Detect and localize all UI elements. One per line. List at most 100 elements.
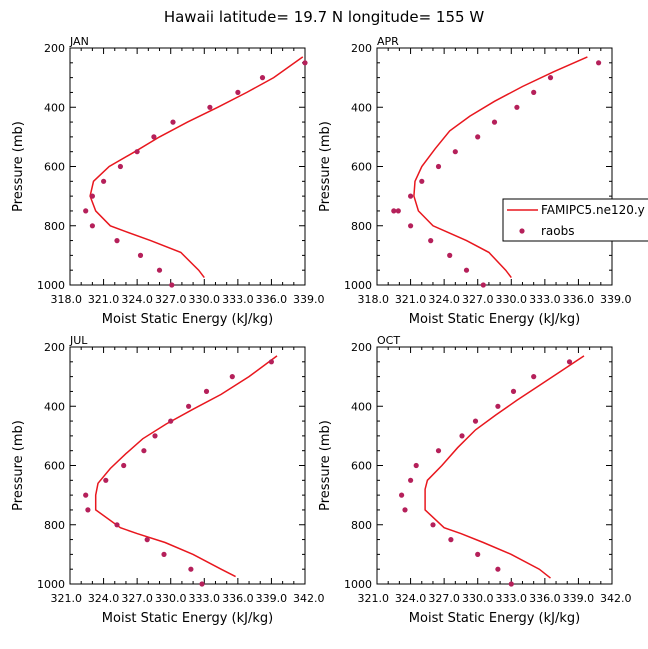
raobs-point — [435, 448, 442, 454]
raobs-point — [259, 75, 266, 81]
raobs-point — [203, 388, 210, 394]
x-tick-label: 318.0 — [358, 293, 390, 306]
plot-frame — [69, 47, 306, 286]
x-tick-label: 321.0 — [51, 592, 83, 605]
x-tick-label: 333.0 — [496, 592, 528, 605]
x-tick-label: 324.0 — [121, 293, 153, 306]
legend: FAMIPC5.ne120.y raobs — [502, 198, 648, 242]
x-tick-label: 336.0 — [563, 293, 595, 306]
raobs-point — [89, 223, 95, 229]
y-axis-label: Pressure (mb) — [318, 420, 333, 511]
x-tick-label: 324.0 — [428, 293, 460, 306]
plot-frame — [376, 346, 613, 585]
raobs-point — [435, 163, 442, 170]
raobs-point — [495, 566, 501, 572]
x-tick-label: 339.0 — [563, 592, 595, 605]
x-tick-label: 324.0 — [88, 592, 120, 605]
x-axis-label: Moist Static Energy (kJ/kg) — [102, 611, 273, 626]
x-tick-label: 318.0 — [51, 293, 83, 306]
raobs-point — [399, 492, 405, 498]
raobs-point — [413, 462, 419, 469]
raobs-point — [168, 418, 174, 424]
panel-label: OCT — [377, 334, 400, 347]
y-tick-label: 1000 — [37, 578, 65, 591]
raobs-point — [475, 134, 481, 140]
x-tick-label: 339.0 — [600, 293, 632, 306]
legend-model-label: FAMIPC5.ne120.y — [541, 203, 645, 217]
raobs-point — [101, 178, 107, 184]
x-tick-label: 324.0 — [395, 592, 427, 605]
y-tick-label: 400 — [44, 101, 65, 114]
raobs-point — [472, 418, 479, 424]
raobs-point — [151, 134, 157, 140]
raobs-point — [508, 581, 514, 587]
y-tick-label: 400 — [351, 400, 372, 413]
y-tick-label: 200 — [44, 42, 65, 55]
x-tick-label: 321.0 — [88, 293, 120, 306]
panel-label: APR — [377, 35, 399, 48]
plot-frame — [69, 346, 306, 585]
raobs-point — [566, 359, 573, 365]
y-tick-label: 800 — [351, 220, 372, 233]
raobs-point — [491, 119, 498, 125]
plot-frame — [376, 47, 613, 286]
x-tick-label: 327.0 — [121, 592, 153, 605]
raobs-point — [235, 89, 241, 95]
raobs-point — [547, 75, 554, 81]
x-tick-label: 330.0 — [189, 293, 221, 306]
y-axis-label: Pressure (mb) — [11, 420, 26, 511]
raobs-point — [89, 193, 95, 199]
model-line — [424, 355, 585, 579]
raobs-point — [141, 448, 147, 454]
panel-label: JAN — [69, 35, 89, 48]
x-tick-label: 333.0 — [222, 293, 254, 306]
legend-box — [502, 198, 648, 242]
raobs-point — [186, 403, 192, 409]
legend-obs-label: raobs — [541, 224, 575, 238]
raobs-point — [459, 433, 465, 439]
raobs-point — [480, 282, 486, 288]
x-tick-label: 336.0 — [529, 592, 561, 605]
y-tick-label: 200 — [44, 341, 65, 354]
raobs-point — [121, 462, 127, 469]
raobs-point — [188, 566, 194, 572]
raobs-point — [531, 374, 537, 380]
chart-title: Hawaii latitude= 19.7 N longitude= 155 W — [164, 8, 484, 26]
raobs-point — [83, 492, 89, 498]
raobs-point — [391, 208, 397, 214]
x-tick-label: 339.0 — [293, 293, 325, 306]
raobs-point — [395, 208, 401, 214]
x-tick-label: 327.0 — [155, 293, 187, 306]
raobs-point — [103, 477, 109, 483]
raobs-point — [114, 522, 120, 528]
y-tick-label: 200 — [351, 42, 372, 55]
raobs-point — [475, 551, 481, 558]
raobs-point — [448, 537, 454, 543]
x-tick-label: 333.0 — [189, 592, 221, 605]
x-tick-label: 321.0 — [358, 592, 390, 605]
raobs-point — [169, 282, 175, 288]
raobs-point — [408, 477, 414, 483]
x-tick-label: 336.0 — [222, 592, 254, 605]
raobs-point — [117, 163, 123, 170]
y-tick-label: 1000 — [344, 279, 372, 292]
x-axis-label: Moist Static Energy (kJ/kg) — [102, 312, 273, 327]
x-tick-label: 330.0 — [462, 592, 494, 605]
model-line — [94, 355, 278, 578]
y-tick-label: 600 — [44, 460, 65, 473]
y-tick-label: 400 — [351, 101, 372, 114]
y-axis-label: Pressure (mb) — [11, 121, 26, 212]
raobs-point — [85, 507, 91, 513]
x-tick-label: 336.0 — [256, 293, 288, 306]
raobs-point — [199, 581, 205, 587]
raobs-point — [156, 267, 163, 273]
raobs-point — [531, 89, 537, 95]
y-axis-label: Pressure (mb) — [318, 121, 333, 212]
y-tick-label: 800 — [44, 220, 65, 233]
x-axis-label: Moist Static Energy (kJ/kg) — [409, 312, 580, 327]
